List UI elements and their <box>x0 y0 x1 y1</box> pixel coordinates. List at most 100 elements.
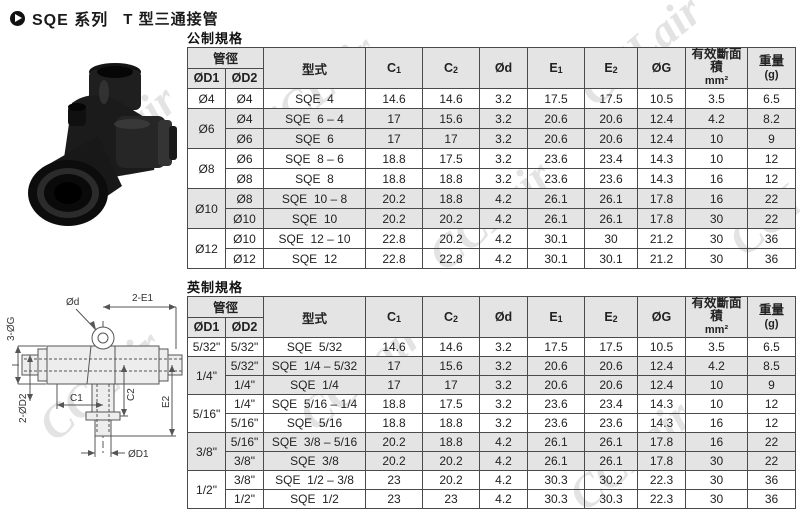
header-e1: E1 <box>527 47 586 89</box>
cell-e2: 30.2 <box>584 470 639 490</box>
cell-od: 3.2 <box>479 413 529 433</box>
cell-e2: 20.6 <box>584 128 639 149</box>
cell-od: 4.2 <box>479 188 529 209</box>
cell-area: 30 <box>685 451 749 471</box>
cell-weight: 22 <box>747 451 797 471</box>
cell-d2: 5/32" <box>224 356 265 376</box>
cell-e1: 20.6 <box>527 128 586 149</box>
cell-og: 12.4 <box>637 128 687 149</box>
cell-og: 12.4 <box>637 356 687 376</box>
header-og: ØG <box>637 296 687 338</box>
cell-od: 4.2 <box>479 470 529 490</box>
cell-od: 3.2 <box>479 375 529 395</box>
cell-c2: 18.8 <box>422 432 481 452</box>
cell-model: SQE 5/16 <box>263 413 367 433</box>
cell-c1: 20.2 <box>365 208 424 229</box>
cell-e2: 23.6 <box>584 413 639 433</box>
imperial-spec-table: 管徑 型式 C1 C2 Ød E1 E2 ØG 有效斷面積 mm² 重量 (g) Ø… <box>186 296 797 509</box>
cell-od: 4.2 <box>479 489 529 509</box>
cell-od: 4.2 <box>479 451 529 471</box>
dim-label-c1: C1 <box>70 393 83 404</box>
dim-label-od1: ØD1 <box>128 449 149 460</box>
cell-od: 4.2 <box>479 208 529 229</box>
cell-og: 14.3 <box>637 413 687 433</box>
header-weight: 重量 (g) <box>747 296 797 338</box>
metric-spec-table: 管徑 型式 C1 C2 Ød E1 E2 ØG 有效斷面積 mm² 重量 (g) Ø… <box>186 47 797 269</box>
cell-c2: 18.8 <box>422 413 481 433</box>
header-og: ØG <box>637 47 687 89</box>
table-row: 5/32" 5/32" SQE 5/32 14.6 14.6 3.2 17.5 17.5 10.… <box>187 337 797 357</box>
cell-model: SQE 1/4 <box>263 375 367 395</box>
cell-area: 30 <box>685 228 749 249</box>
table-row: Ø12 Ø10 SQE 12 – 10 22.8 20.2 4.2 30.1 30 21.2 30… <box>187 228 797 269</box>
cell-od: 3.2 <box>479 168 529 189</box>
cell-e2: 26.1 <box>584 208 639 229</box>
cell-e2: 20.6 <box>584 356 639 376</box>
cell-e1: 26.1 <box>527 188 586 209</box>
product-photo <box>28 63 177 226</box>
cell-d2: Ø8 <box>224 168 265 189</box>
cell-c2: 14.6 <box>422 337 481 357</box>
cell-area: 10 <box>685 128 749 149</box>
cell-d2: 5/16" <box>224 413 265 433</box>
cell-area: 10 <box>685 375 749 395</box>
cell-e1: 30.1 <box>527 228 586 249</box>
table-row: 5/16" SQE 5/16 18.8 18.8 3.2 23.6 23.6 14.3 16 12 <box>188 413 797 433</box>
table-row: Ø10 Ø8 SQE 10 – 8 20.2 18.8 4.2 26.1 26.1 17.8 16… <box>187 188 797 229</box>
header-e2: E2 <box>584 296 639 338</box>
cell-e1: 23.6 <box>527 168 586 189</box>
cell-weight: 22 <box>747 432 797 452</box>
header-d2: ØD2 <box>224 316 265 338</box>
cell-d2: Ø6 <box>224 128 265 149</box>
cell-area: 30 <box>685 470 749 490</box>
cell-c1: 22.8 <box>365 228 424 249</box>
cell-model: SQE 1/2 – 3/8 <box>263 470 367 490</box>
header-d2: ØD2 <box>224 67 265 89</box>
cell-c2: 18.8 <box>422 188 481 209</box>
cell-og: 12.4 <box>637 108 687 129</box>
cell-e2: 26.1 <box>584 451 639 471</box>
cell-model: SQE 10 <box>263 208 367 229</box>
header-area: 有效斷面積 mm² <box>685 47 749 89</box>
cell-weight: 12 <box>747 413 797 433</box>
cell-e2: 30.1 <box>584 248 639 269</box>
cell-c2: 17.5 <box>422 394 481 414</box>
cell-model: SQE 3/8 – 5/16 <box>263 432 367 452</box>
cell-d1: Ø8 <box>187 148 226 189</box>
cell-e1: 23.6 <box>527 413 586 433</box>
cell-area: 30 <box>685 208 749 229</box>
cell-og: 17.8 <box>637 432 687 452</box>
cell-area: 16 <box>685 413 749 433</box>
cell-e1: 26.1 <box>527 432 586 452</box>
header-area: 有效斷面積 mm² <box>685 296 749 338</box>
cell-area: 16 <box>685 188 749 209</box>
cell-e2: 20.6 <box>584 375 639 395</box>
cell-od: 3.2 <box>479 148 529 169</box>
cell-e2: 17.5 <box>584 337 639 357</box>
cell-area: 10 <box>685 148 749 169</box>
cell-d2: Ø10 <box>224 208 265 229</box>
cell-c2: 20.2 <box>422 451 481 471</box>
cell-d2: Ø8 <box>224 188 265 209</box>
cell-e2: 30 <box>584 228 639 249</box>
cell-c1: 20.2 <box>365 451 424 471</box>
cell-model: SQE 10 – 8 <box>263 188 367 209</box>
cell-c1: 17 <box>365 128 424 149</box>
cell-d2: 1/4" <box>224 394 265 414</box>
cell-c1: 17 <box>365 108 424 129</box>
cell-d2: Ø12 <box>224 248 265 269</box>
cell-e1: 30.3 <box>527 489 586 509</box>
cell-e1: 17.5 <box>527 337 586 357</box>
cell-area: 3.5 <box>685 88 749 109</box>
cell-d2: Ø10 <box>224 228 265 249</box>
cell-d2: 3/8" <box>224 470 265 490</box>
table-row: 1/4" SQE 1/4 17 17 3.2 20.6 20.6 12.4 10 9 <box>188 375 797 395</box>
table-row: Ø8 Ø6 SQE 8 – 6 18.8 17.5 3.2 23.6 23.4 14.3 10 12 <box>187 148 797 189</box>
cell-model: SQE 1/2 <box>263 489 367 509</box>
cell-c1: 20.2 <box>365 432 424 452</box>
cell-d1: 1/4" <box>187 356 226 395</box>
table-row: Ø10 SQE 10 20.2 20.2 4.2 26.1 26.1 17.8 30 22 <box>188 208 797 229</box>
cell-od: 3.2 <box>479 337 529 357</box>
cell-d2: 1/2" <box>224 489 265 509</box>
cell-e2: 23.4 <box>584 394 639 414</box>
